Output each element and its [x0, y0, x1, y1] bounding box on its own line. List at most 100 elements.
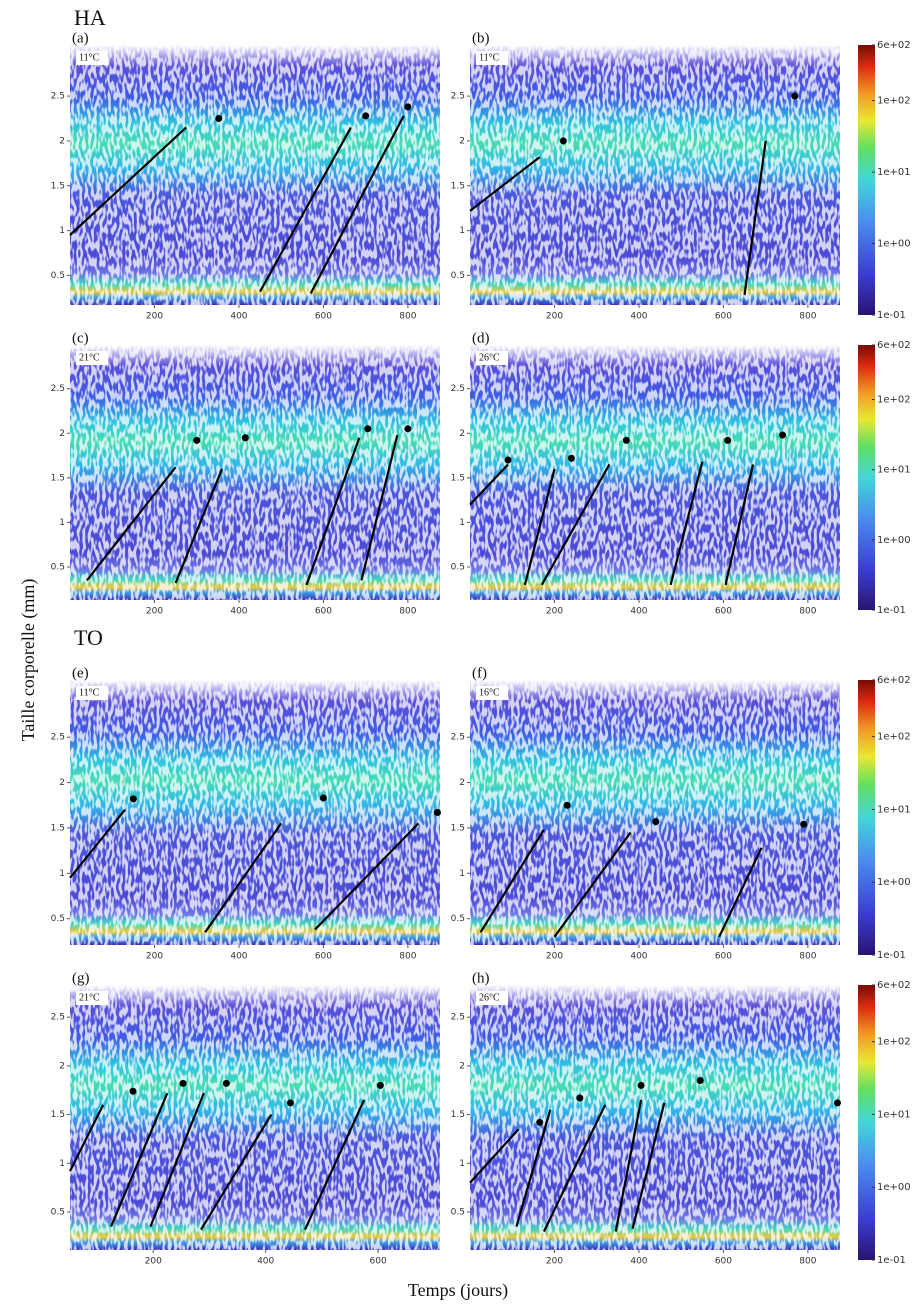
colorbar [858, 45, 875, 315]
maturity-point [696, 1076, 704, 1084]
y-tick-label: 2.5 [451, 384, 465, 394]
x-tick-label: 800 [799, 1257, 816, 1267]
annotation-box [476, 686, 508, 700]
colorbar-label: 6e+02 [877, 980, 911, 991]
cohort-line [314, 822, 420, 931]
annotation: 16°C [479, 687, 500, 698]
y-tick-label: 2 [459, 136, 465, 146]
y-tick-label: 2.5 [51, 92, 65, 102]
y-tick-label: 0.5 [51, 1208, 65, 1218]
y-tick-label: 1 [459, 1159, 465, 1169]
colorbar-label: 1e+01 [877, 1109, 911, 1120]
y-tick-label: 2 [59, 778, 65, 788]
annotation: 21°C [79, 352, 100, 363]
annotation: 21°C [79, 992, 100, 1003]
heatmap-speckle [70, 345, 440, 600]
group-title: HA [74, 5, 106, 30]
colorbar-label: 1e+02 [877, 96, 911, 107]
cohort-line [259, 126, 352, 293]
x-tick-label: 400 [630, 312, 647, 322]
cohort-line [174, 468, 224, 584]
annotation: 26°C [479, 352, 500, 363]
cohort-line [469, 463, 509, 506]
y-tick-label: 2.5 [451, 1013, 465, 1023]
maturity-point [286, 1099, 294, 1107]
maturity-point [800, 820, 808, 828]
y-tick-label: 1.5 [451, 1110, 465, 1120]
annotation: 11°C [479, 52, 500, 63]
maturity-point [179, 1079, 187, 1087]
heatmap-speckle [470, 345, 840, 600]
annotation-box [76, 991, 108, 1005]
maturity-point [319, 794, 327, 802]
cohort-line [469, 156, 541, 212]
x-tick-label: 600 [370, 1257, 387, 1267]
cohort-line [523, 468, 556, 586]
annotation: 26°C [479, 992, 500, 1003]
maturity-point [362, 112, 370, 120]
y-tick-label: 0.5 [51, 914, 65, 924]
cohort-line [540, 463, 611, 586]
colorbar-label: 1e+01 [877, 167, 911, 178]
maturity-point [404, 103, 412, 111]
x-tick-label: 200 [546, 607, 563, 617]
heatmap-speckle [470, 985, 840, 1250]
y-tick-label: 1 [59, 518, 65, 528]
cohort-line [542, 1104, 607, 1232]
maturity-point [404, 425, 412, 433]
maturity-point [129, 795, 137, 803]
x-tick-label: 600 [315, 952, 332, 962]
cohort-line [718, 847, 763, 938]
panel: (f) 16°C 0.5 1 1.5 2 2.5 200 400 600 800 [451, 665, 840, 962]
y-tick-label: 2.5 [451, 92, 465, 102]
x-tick-label: 800 [799, 952, 816, 962]
colorbar-label: 1e-01 [877, 310, 906, 321]
cohort-line [631, 1102, 666, 1229]
cohort-line [553, 831, 632, 938]
x-axis-label: Temps (jours) [408, 1280, 508, 1301]
colorbar [858, 345, 875, 610]
y-tick-label: 1.5 [51, 823, 65, 833]
y-tick-label: 0.5 [451, 563, 465, 573]
panel-label: (h) [472, 970, 490, 986]
cohort-line [469, 1128, 520, 1184]
x-tick-label: 400 [230, 952, 247, 962]
cohort-line [479, 829, 545, 933]
panel: (h) 26°C 0.5 1 1.5 2 2.5 200 400 600 800 [451, 970, 841, 1267]
group-title: TO [74, 625, 103, 650]
cohort-line [304, 1099, 366, 1230]
maturity-point [536, 1118, 544, 1126]
annotation-box [476, 51, 508, 65]
panel-label: (d) [472, 330, 490, 346]
maturity-point [364, 425, 372, 433]
x-tick-label: 200 [546, 1257, 563, 1267]
colorbar-label: 1e+01 [877, 804, 911, 815]
x-tick-label: 800 [399, 607, 416, 617]
y-tick-label: 1 [459, 226, 465, 236]
heatmap-speckle [70, 985, 440, 1250]
panel-label: (f) [472, 665, 487, 681]
cohort-line [724, 464, 755, 586]
cohort-line [200, 1114, 273, 1231]
maturity-point [241, 434, 249, 442]
annotation-box [76, 686, 108, 700]
cohort-line [110, 1092, 169, 1228]
x-tick-label: 600 [715, 312, 732, 322]
colorbar-label: 1e-01 [877, 1255, 906, 1266]
cohort-line [69, 809, 126, 879]
colorbar-label: 6e+02 [877, 40, 911, 51]
panel: (d) 26°C 0.5 1 1.5 2 2.5 200 400 600 800 [451, 330, 840, 617]
y-tick-label: 1 [59, 869, 65, 879]
maturity-point [791, 92, 799, 100]
cohort-line [515, 1109, 552, 1227]
colorbar-label: 1e+00 [877, 535, 911, 546]
y-tick-label: 0.5 [51, 271, 65, 281]
y-tick-label: 2 [59, 1061, 65, 1071]
annotation-box [76, 51, 108, 65]
x-tick-label: 200 [146, 312, 163, 322]
annotation-box [476, 351, 508, 365]
colorbar-label: 1e+00 [877, 1182, 911, 1193]
maturity-point [433, 809, 441, 816]
x-tick-label: 200 [546, 312, 563, 322]
